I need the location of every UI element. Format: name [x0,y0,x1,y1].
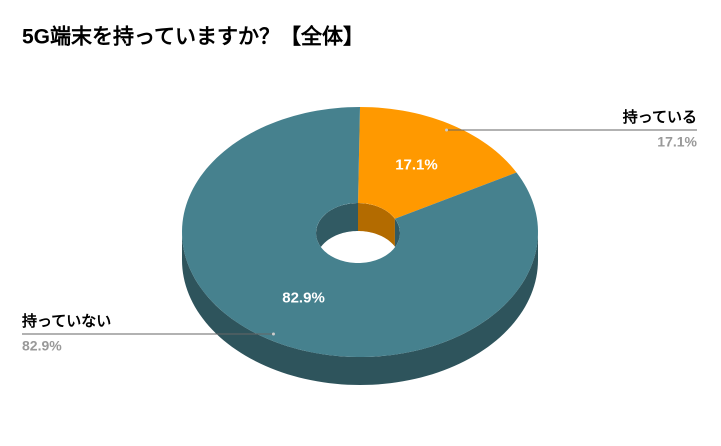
inner-wall [316,203,358,261]
legend-label: 持っていない [22,312,111,330]
inner-walls [316,203,400,261]
inner-wall [358,203,395,247]
data-label: 17.1% [395,156,438,173]
legend-value: 82.9% [22,338,62,354]
data-label: 82.9% [282,290,325,307]
leader-dot [445,128,449,132]
sides [182,232,538,385]
chart-title: 5G端末を持っていますか？【全体】 [22,25,364,49]
legend-label: 持っている [623,108,697,126]
slice [358,107,517,219]
slices [182,107,538,357]
slice [182,107,538,357]
slice-side [182,232,538,385]
legend-value: 17.1% [657,134,697,150]
leader-dot [271,332,275,336]
